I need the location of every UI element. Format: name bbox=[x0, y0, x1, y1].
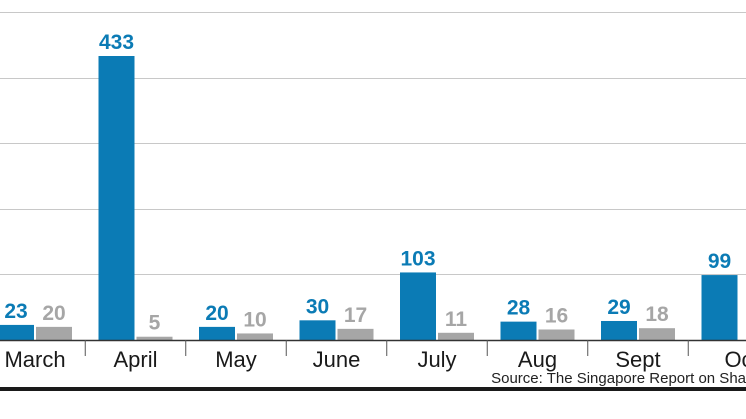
value-label-may-s2: 10 bbox=[243, 308, 266, 331]
bar-march-s1 bbox=[0, 324, 34, 340]
x-label-oct: Oc bbox=[724, 347, 746, 372]
source-note: Source: The Singapore Report on Sha bbox=[491, 370, 746, 387]
bar-july-s2 bbox=[438, 332, 474, 340]
value-label-aug-s1: 28 bbox=[507, 297, 531, 320]
bar-may-s2 bbox=[237, 333, 273, 340]
bar-sept-s1 bbox=[601, 320, 637, 340]
value-label-april-s1: 433 bbox=[99, 31, 134, 54]
x-tick-marks bbox=[84, 340, 689, 356]
bar-june-s2 bbox=[337, 328, 374, 340]
x-label-march: March bbox=[4, 347, 65, 372]
x-label-aug: Aug bbox=[518, 347, 557, 372]
data-labels: 23 20 433 5 20 10 30 17 103 11 28 16 29 18 99 bbox=[4, 31, 731, 335]
value-label-sept-s1: 29 bbox=[607, 296, 630, 319]
bar-aug-s1 bbox=[500, 321, 537, 340]
bar-oct-s1 bbox=[701, 275, 738, 340]
x-tick-labels: March April May June July Aug Sept Oc bbox=[4, 347, 746, 372]
x-label-july: July bbox=[417, 347, 456, 372]
value-label-july-s1: 103 bbox=[400, 247, 435, 270]
value-label-july-s2: 11 bbox=[445, 308, 468, 331]
value-label-sept-s2: 18 bbox=[645, 303, 669, 326]
bar-july-s1 bbox=[400, 272, 436, 340]
value-label-march-s2: 20 bbox=[42, 302, 65, 325]
bar-may-s1 bbox=[199, 326, 235, 340]
value-label-april-s2: 5 bbox=[149, 312, 161, 335]
bar-april-s2 bbox=[136, 336, 173, 340]
bar-june-s1 bbox=[299, 320, 336, 340]
bar-april-s1 bbox=[98, 56, 135, 340]
x-label-may: May bbox=[215, 347, 257, 372]
bar-sept-s2 bbox=[639, 328, 675, 340]
value-label-march-s1: 23 bbox=[4, 300, 27, 323]
bars bbox=[0, 56, 738, 340]
x-label-sept: Sept bbox=[615, 347, 660, 372]
bar-march-s2 bbox=[36, 326, 72, 340]
x-label-april: April bbox=[113, 347, 157, 372]
value-label-june-s2: 17 bbox=[344, 304, 367, 327]
value-label-may-s1: 20 bbox=[205, 302, 228, 325]
value-label-aug-s2: 16 bbox=[545, 305, 568, 328]
bar-aug-s2 bbox=[538, 329, 575, 340]
value-label-june-s1: 30 bbox=[306, 295, 329, 318]
x-label-june: June bbox=[313, 347, 361, 372]
value-label-oct-s1: 99 bbox=[708, 250, 731, 273]
